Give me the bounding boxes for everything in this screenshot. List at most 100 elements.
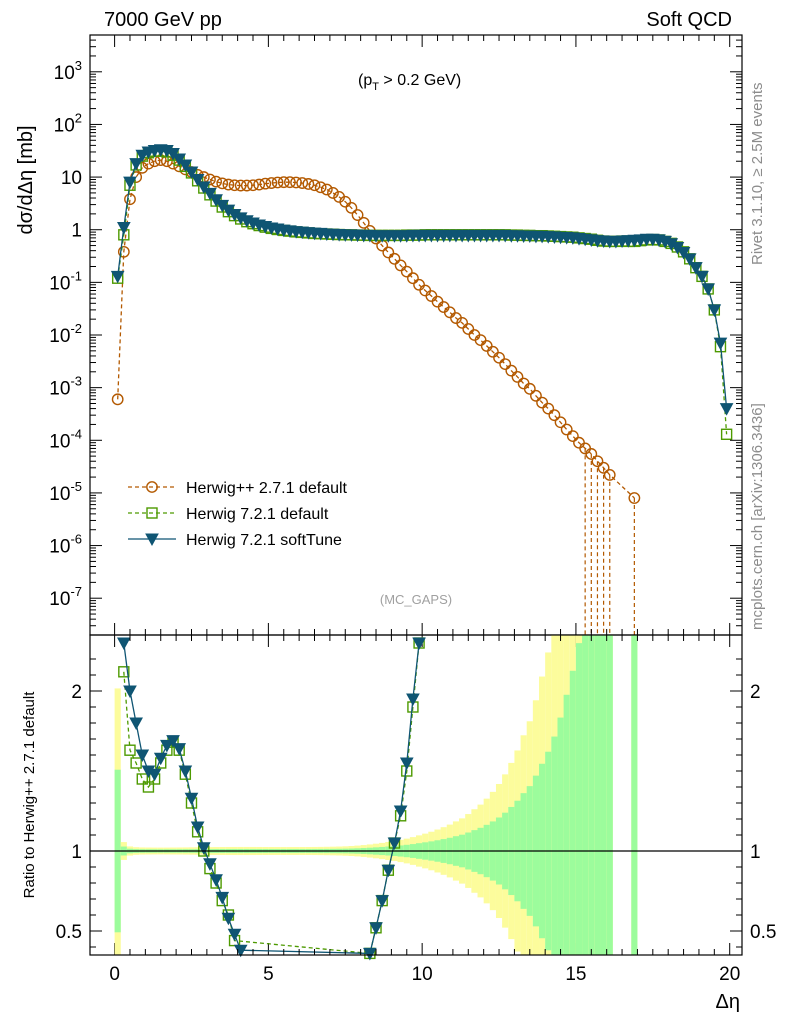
data-point bbox=[196, 181, 211, 194]
data-point bbox=[160, 739, 174, 753]
data-point bbox=[381, 864, 396, 878]
data-point bbox=[628, 492, 641, 504]
data-point bbox=[284, 176, 296, 189]
pt-cut-label: (pT > 0.2 GeV) bbox=[358, 72, 461, 93]
data-point bbox=[597, 461, 610, 474]
data-point bbox=[147, 768, 162, 782]
main-y-axis-title: dσ/dΔη [mb] bbox=[15, 125, 37, 234]
data-point bbox=[227, 928, 242, 942]
data-point bbox=[215, 891, 230, 905]
y-tick-label: 10 bbox=[61, 168, 82, 189]
series-line bbox=[123, 642, 420, 955]
data-point bbox=[351, 209, 364, 221]
data-point bbox=[536, 396, 548, 409]
data-point bbox=[394, 259, 407, 272]
data-point bbox=[591, 455, 604, 468]
data-point bbox=[399, 757, 414, 771]
ratio-axes: 0 5 10 15 20 0.5 0.5 1 1 2 2 bbox=[56, 35, 776, 985]
data-point bbox=[585, 448, 598, 460]
band-inner bbox=[551, 736, 558, 955]
data-point bbox=[456, 316, 469, 329]
data-point bbox=[357, 216, 370, 229]
series-line bbox=[117, 159, 635, 499]
data-point bbox=[146, 507, 158, 519]
data-point bbox=[271, 176, 284, 189]
ratio-tick-label-right: 1 bbox=[750, 842, 761, 863]
data-point bbox=[530, 389, 542, 402]
legend-label: Herwig++ 2.7.1 default bbox=[186, 480, 348, 497]
data-point bbox=[166, 735, 180, 748]
data-point bbox=[203, 858, 217, 871]
x-tick-label: 10 bbox=[412, 964, 433, 985]
data-point bbox=[517, 377, 530, 390]
band-inner bbox=[631, 635, 638, 955]
data-point bbox=[196, 842, 211, 855]
data-point bbox=[123, 176, 137, 190]
data-point bbox=[363, 947, 377, 961]
data-point bbox=[203, 187, 217, 201]
data-point bbox=[387, 837, 402, 851]
data-point bbox=[247, 179, 259, 192]
header-left: 7000 GeV pp bbox=[104, 9, 222, 31]
data-point bbox=[707, 304, 722, 317]
band-inner bbox=[563, 694, 570, 955]
data-point bbox=[695, 270, 709, 284]
data-point bbox=[560, 423, 573, 436]
y-tick-label: 102 bbox=[54, 110, 82, 136]
data-point bbox=[136, 773, 148, 785]
band-inner bbox=[588, 635, 595, 955]
data-point bbox=[474, 334, 487, 347]
data-point bbox=[308, 179, 321, 192]
data-point bbox=[375, 895, 390, 908]
data-point bbox=[719, 403, 734, 416]
legend: Herwig++ 2.7.1 default Herwig 7.2.1 defau… bbox=[128, 480, 348, 549]
data-point bbox=[117, 245, 130, 258]
data-point bbox=[172, 743, 187, 756]
data-point bbox=[222, 178, 235, 191]
data-point bbox=[135, 749, 150, 763]
data-point bbox=[265, 177, 278, 189]
data-point bbox=[689, 262, 703, 275]
band-inner bbox=[582, 635, 589, 955]
data-point bbox=[209, 874, 223, 887]
x-tick-label: 0 bbox=[109, 964, 120, 985]
main-series-layer bbox=[110, 144, 734, 635]
data-point bbox=[234, 179, 247, 192]
arxiv-reference-label: mcplots.cern.ch [arXiv:1306.3436] bbox=[749, 403, 766, 630]
ratio-tick-label: 0.5 bbox=[56, 922, 82, 943]
data-point bbox=[124, 193, 136, 206]
y-tick-label: 10-3 bbox=[49, 374, 82, 400]
x-tick-label: 20 bbox=[719, 964, 740, 985]
data-point bbox=[116, 222, 131, 235]
data-point bbox=[259, 177, 272, 190]
y-tick-label: 103 bbox=[54, 58, 82, 84]
y-tick-label: 10-6 bbox=[49, 532, 82, 558]
data-point bbox=[296, 177, 309, 189]
data-point bbox=[407, 272, 419, 285]
data-point bbox=[480, 340, 493, 352]
data-point bbox=[221, 912, 236, 926]
analysis-watermark: (MC_GAPS) bbox=[380, 592, 452, 607]
legend-label: Herwig 7.2.1 default bbox=[186, 506, 329, 523]
data-point bbox=[228, 179, 241, 192]
x-tick-label: 15 bbox=[565, 964, 586, 985]
y-tick-label: 10-2 bbox=[49, 321, 82, 347]
data-point bbox=[511, 370, 524, 383]
y-tick-label: 1 bbox=[71, 221, 82, 242]
data-point bbox=[123, 685, 137, 699]
data-point bbox=[146, 481, 158, 493]
data-point bbox=[382, 246, 395, 259]
data-point bbox=[400, 265, 413, 278]
ratio-tick-label: 2 bbox=[71, 682, 82, 703]
band-inner bbox=[600, 635, 607, 955]
data-point bbox=[406, 693, 420, 707]
data-point bbox=[111, 393, 124, 406]
rivet-version-label: Rivet 3.1.10, ≥ 2.5M events bbox=[749, 83, 766, 266]
data-point bbox=[210, 175, 222, 188]
data-point bbox=[720, 428, 733, 440]
data-point bbox=[499, 358, 512, 371]
data-point bbox=[190, 173, 205, 187]
data-point bbox=[314, 181, 327, 194]
data-point bbox=[290, 176, 302, 189]
